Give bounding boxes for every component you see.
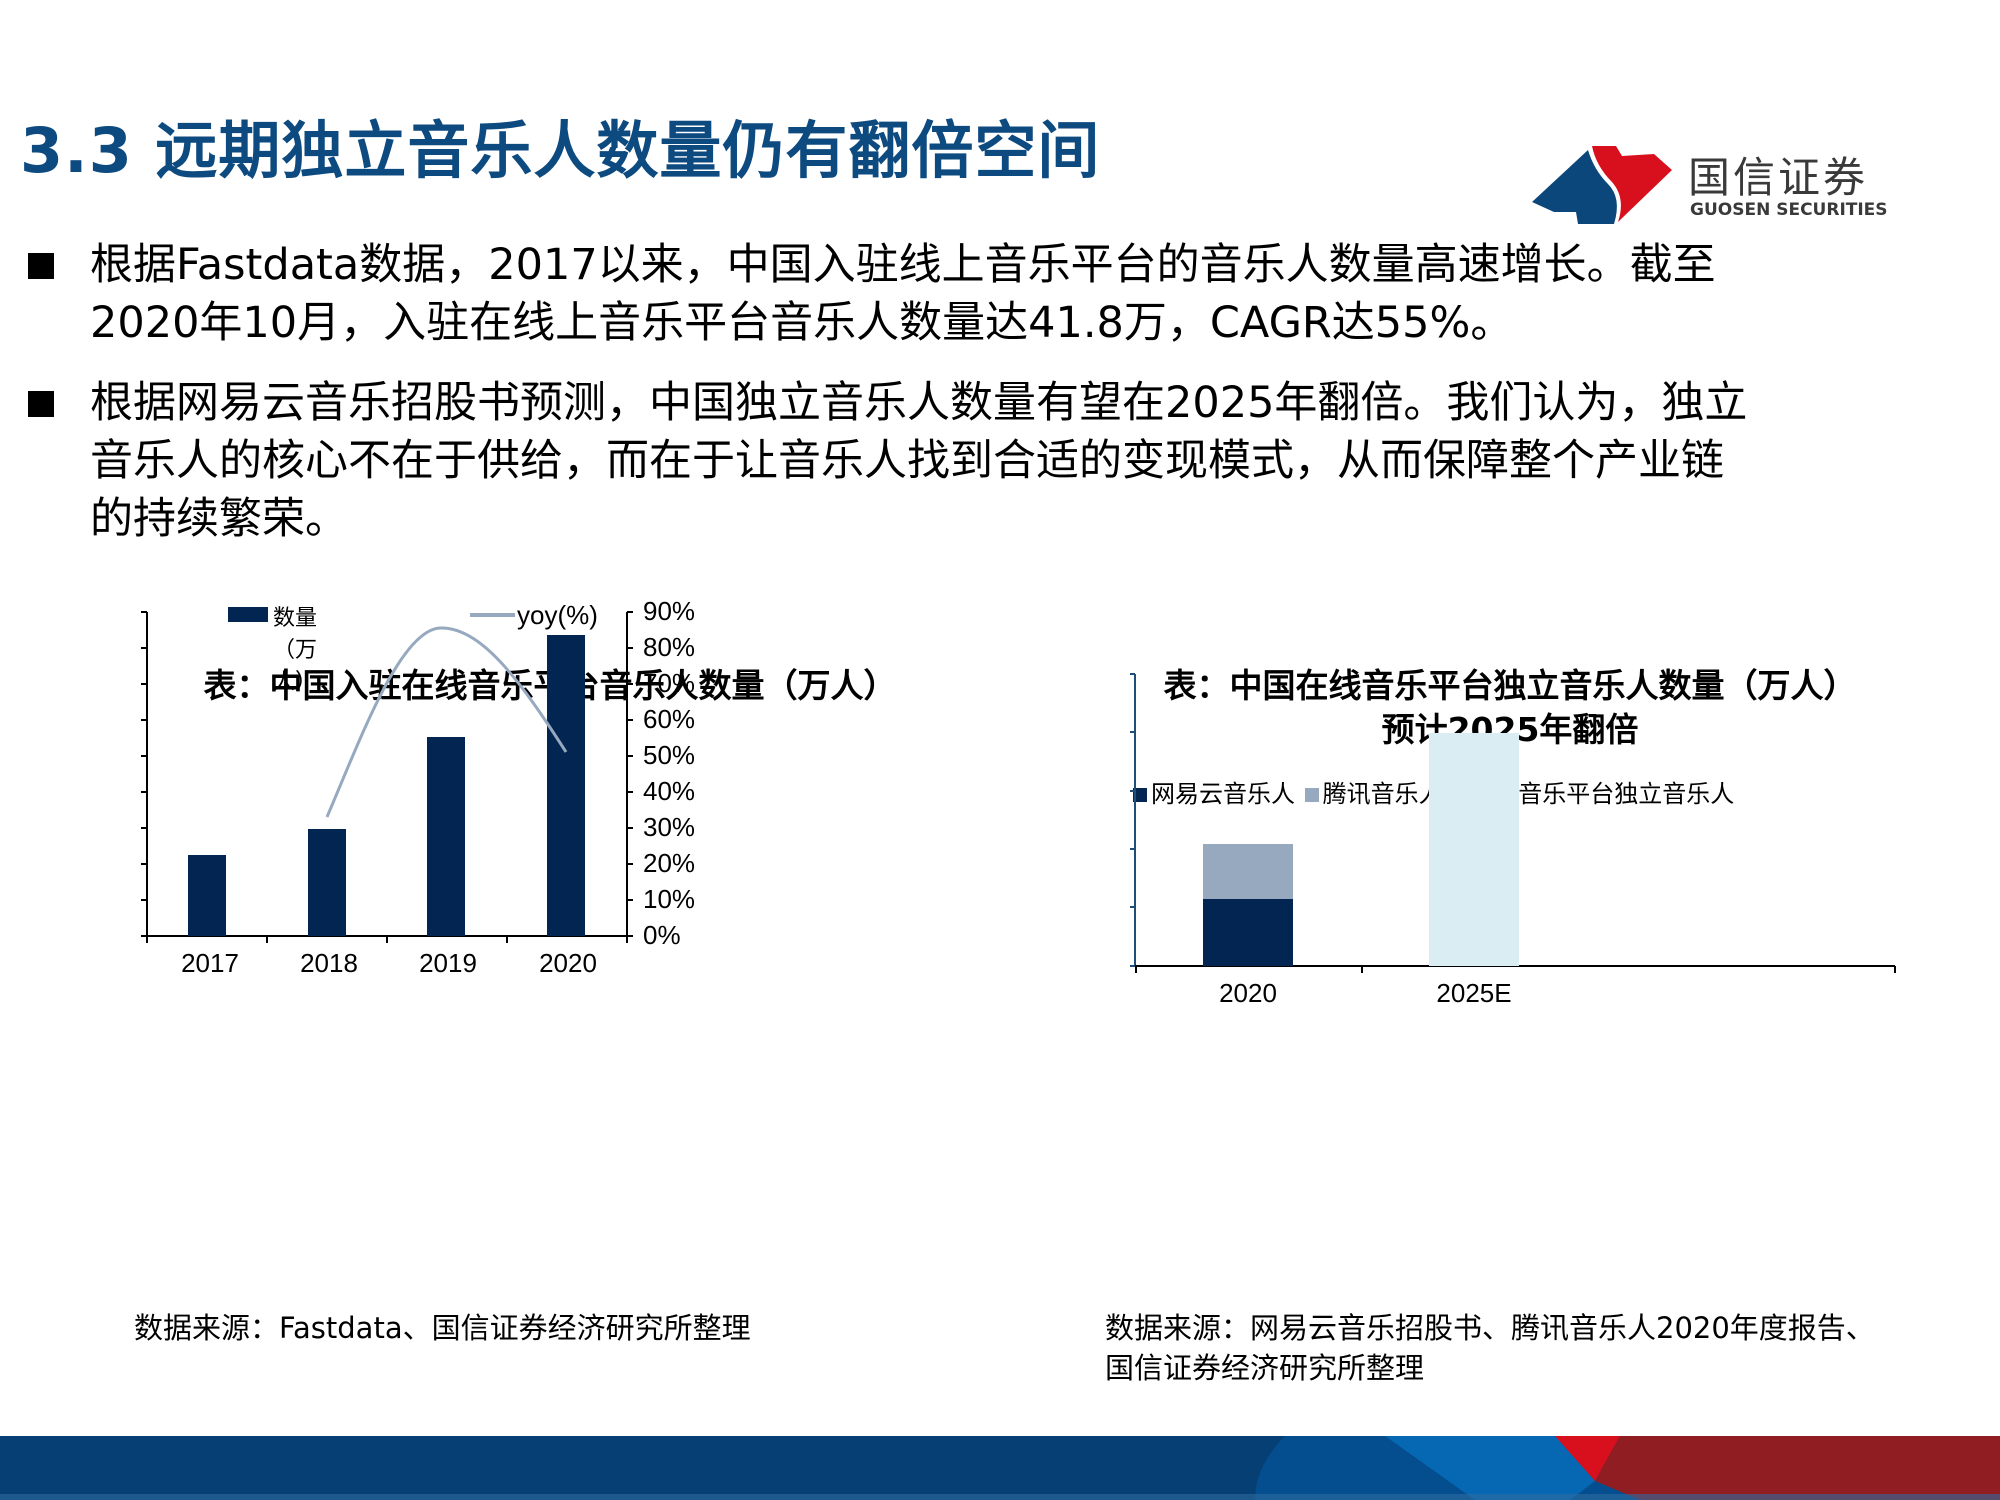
yoy-line xyxy=(325,626,568,818)
right-chart-title-line1: 表：中国在线音乐平台独立音乐人数量（万人） xyxy=(1163,666,1857,705)
y-right-tick: 20% xyxy=(643,848,696,878)
legend-netease-label: 网易云音乐人 xyxy=(1151,780,1295,808)
bar-2020-netease xyxy=(1203,899,1293,966)
x-tick: 2018 xyxy=(300,948,358,978)
right-chart-source: 数据来源：网易云音乐招股书、腾讯音乐人2020年度报告、 国信证券经济研究所整理 xyxy=(1105,1308,1875,1388)
logo-text-en: GUOSEN SECURITIES xyxy=(1690,200,1888,220)
y-right-tick: 50% xyxy=(643,740,696,770)
y-right-tick: 80% xyxy=(643,632,696,662)
bar-2019 xyxy=(427,737,465,936)
logo-mark-icon xyxy=(1532,146,1672,224)
right-chart-source-line1: 数据来源：网易云音乐招股书、腾讯音乐人2020年度报告、 xyxy=(1105,1311,1875,1345)
bar-2025e-independent xyxy=(1429,733,1519,966)
bullet-text-line: 音乐人的核心不在于供给，而在于让音乐人找到合适的变现模式，从而保障整个产业链 xyxy=(90,436,1724,486)
legend-tencent-swatch xyxy=(1304,788,1319,802)
bar-2017 xyxy=(188,855,226,936)
right-chart-title-line2: 预计2025年翻倍 xyxy=(1381,710,1639,749)
left-chart-source: 数据来源：Fastdata、国信证券经济研究所整理 xyxy=(134,1311,751,1345)
x-tick: 2017 xyxy=(181,948,239,978)
y-right-tick: 60% xyxy=(643,704,696,734)
y-right-tick: 10% xyxy=(643,884,696,914)
legend-independent-swatch xyxy=(1452,788,1467,802)
bar-2018 xyxy=(308,829,346,936)
footer-banner xyxy=(0,1436,2000,1500)
legend-bar-label: 数量（万人） xyxy=(273,606,318,695)
page-title: 3.3 远期独立音乐人数量仍有翻倍空间 xyxy=(20,114,1101,187)
bullet-item: 根据网易云音乐招股书预测，中国独立音乐人数量有望在2025年翻倍。我们认为，独立… xyxy=(28,374,1988,548)
legend-independent-label: 在线音乐平台独立音乐人 xyxy=(1470,780,1735,808)
legend-bar-swatch xyxy=(228,607,268,622)
y-right-tick: 0% xyxy=(643,920,681,950)
right-chart-title: 表：中国在线音乐平台独立音乐人数量（万人） 预计2025年翻倍 xyxy=(1060,664,1960,752)
bullet-square-icon xyxy=(28,253,54,279)
bar-2020-tencent xyxy=(1203,844,1293,899)
left-chart-title: 表：中国入驻在线音乐平台音乐人数量（万人） xyxy=(203,666,897,705)
y-right-tick: 30% xyxy=(643,812,696,842)
right-chart-source-line2: 国信证券经济研究所整理 xyxy=(1105,1351,1425,1385)
bullet-text-line: 的持续繁荣。 xyxy=(90,494,348,544)
legend-line-label: yoy(%) xyxy=(517,600,598,630)
legend-tencent-label: 腾讯音乐人 xyxy=(1322,780,1443,808)
bullet-item: 根据Fastdata数据，2017以来，中国入驻线上音乐平台的音乐人数量高速增长… xyxy=(28,236,1988,352)
y-right-tick: 40% xyxy=(643,776,696,806)
x-tick: 2025E xyxy=(1436,978,1512,1008)
bullet-square-icon xyxy=(28,391,54,417)
logo-text-cn: 国信证券 xyxy=(1688,153,1869,202)
bullet-text-line: 根据Fastdata数据，2017以来，中国入驻线上音乐平台的音乐人数量高速增长… xyxy=(90,240,1716,290)
legend-netease-swatch xyxy=(1133,788,1147,802)
right-chart-legend: 网易云音乐人 腾讯音乐人 在线音乐平台独立音乐人 xyxy=(1133,774,1734,809)
bullet-text-line: 根据网易云音乐招股书预测，中国独立音乐人数量有望在2025年翻倍。我们认为，独立 xyxy=(90,378,1748,428)
bullet-list: 根据Fastdata数据，2017以来，中国入驻线上音乐平台的音乐人数量高速增长… xyxy=(28,236,1988,570)
x-tick: 2020 xyxy=(539,948,597,978)
y-right-tick: 70% xyxy=(643,668,696,698)
bullet-text-line: 2020年10月，入驻在线上音乐平台音乐人数量达41.8万，CAGR达55%。 xyxy=(90,298,1514,348)
x-tick: 2019 xyxy=(419,948,477,978)
x-tick: 2020 xyxy=(1219,978,1277,1008)
y-right-tick: 90% xyxy=(643,596,696,626)
guosen-logo: 国信证券 GUOSEN SECURITIES xyxy=(1530,140,1890,230)
